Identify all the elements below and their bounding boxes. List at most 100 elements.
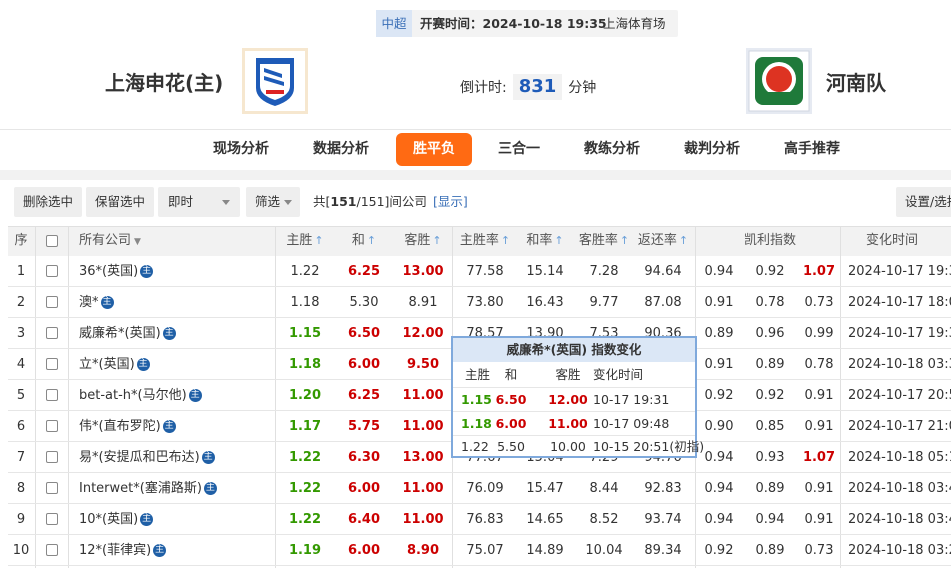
popup-odds: 1.18 bbox=[461, 415, 492, 431]
rate: 76.83 bbox=[466, 512, 504, 527]
popup-line bbox=[453, 411, 695, 412]
home-icon: 主 bbox=[136, 358, 150, 371]
column-header: 所有公司 ▼ bbox=[79, 233, 141, 248]
column-header: 客胜 ↑ bbox=[404, 233, 442, 248]
change-time: 2024-10-17 19:39 bbox=[848, 264, 951, 279]
sort-arrow: ↑ bbox=[500, 234, 511, 247]
home-icon: 主 bbox=[188, 389, 202, 402]
odds: 6.30 bbox=[347, 450, 381, 465]
kelly: 0.91 bbox=[804, 481, 834, 496]
odds: 11.00 bbox=[402, 481, 444, 496]
tab[interactable]: 胜平负 bbox=[396, 133, 472, 166]
sort-arrow: ↑ bbox=[554, 234, 564, 247]
column-header: 和 ↑ bbox=[351, 233, 377, 248]
odds: 1.15 bbox=[288, 326, 322, 341]
tab[interactable]: 数据分析 bbox=[313, 141, 369, 157]
popup-time: 10-17 19:31 bbox=[593, 392, 670, 407]
row-number: 6 bbox=[16, 419, 26, 434]
company: 36*(英国) 主 bbox=[79, 264, 154, 279]
league-badge: 中超 bbox=[376, 10, 412, 37]
row-line bbox=[8, 503, 951, 504]
row-checkbox[interactable] bbox=[46, 389, 58, 401]
row-checkbox[interactable] bbox=[46, 451, 58, 463]
show-link[interactable]: [显示] bbox=[432, 194, 468, 209]
kelly: 0.90 bbox=[704, 419, 734, 434]
home-icon: 主 bbox=[201, 451, 215, 464]
kelly: 0.92 bbox=[755, 264, 785, 279]
column-header: 主胜 ↑ bbox=[286, 233, 324, 248]
home-icon: 主 bbox=[162, 327, 176, 340]
popup-odds: 10.00 bbox=[550, 439, 586, 454]
tab[interactable]: 教练分析 bbox=[584, 141, 640, 157]
kelly: 0.91 bbox=[804, 419, 834, 434]
change-time: 2024-10-18 05:17 bbox=[848, 450, 951, 465]
row-line bbox=[8, 286, 951, 287]
company: 立*(英国) 主 bbox=[79, 357, 150, 372]
button[interactable]: 删除选中 bbox=[14, 187, 82, 217]
row-line bbox=[8, 565, 951, 566]
popup-odds: 11.00 bbox=[548, 415, 588, 431]
kelly: 0.73 bbox=[804, 295, 834, 310]
tab[interactable]: 三合一 bbox=[498, 141, 540, 157]
tab[interactable]: 高手推荐 bbox=[784, 141, 840, 157]
filter-arrow bbox=[284, 200, 292, 205]
row-checkbox[interactable] bbox=[46, 544, 58, 556]
countdown: 倒计时: 831 分钟 bbox=[460, 74, 596, 101]
kelly: 0.91 bbox=[704, 295, 734, 310]
row-checkbox[interactable] bbox=[46, 265, 58, 277]
tab[interactable]: 现场分析 bbox=[213, 141, 269, 157]
column-divider bbox=[35, 226, 36, 568]
odds: 9.50 bbox=[406, 357, 440, 372]
kelly: 0.94 bbox=[755, 512, 785, 527]
company: 威廉希*(英国) 主 bbox=[79, 326, 176, 341]
company: 10*(英国) 主 bbox=[79, 512, 154, 527]
row-checkbox[interactable] bbox=[46, 358, 58, 370]
row-checkbox[interactable] bbox=[46, 327, 58, 339]
change-time: 2024-10-18 03:36 bbox=[848, 357, 951, 372]
odds: 6.25 bbox=[347, 388, 381, 403]
change-time: 2024-10-17 18:04 bbox=[848, 295, 951, 310]
rate: 77.58 bbox=[466, 264, 504, 279]
odds: 6.40 bbox=[347, 512, 381, 527]
popup-column-header: 和 bbox=[504, 367, 518, 382]
count-prefix: 共[ bbox=[313, 194, 331, 209]
odds: 1.22 bbox=[288, 512, 322, 527]
row-checkbox[interactable] bbox=[46, 482, 58, 494]
header-checkbox[interactable] bbox=[46, 235, 58, 247]
kelly: 0.85 bbox=[755, 419, 785, 434]
rate: 92.83 bbox=[644, 481, 682, 496]
company: 12*(菲律宾) 主 bbox=[79, 543, 167, 558]
odds: 6.00 bbox=[347, 357, 381, 372]
rate: 14.65 bbox=[526, 512, 564, 527]
row-checkbox[interactable] bbox=[46, 296, 58, 308]
company: 易*(安提瓜和巴布达) 主 bbox=[79, 450, 215, 465]
change-time: 2024-10-18 03:42 bbox=[848, 512, 951, 527]
divider bbox=[0, 129, 951, 130]
home-team: 上海申花(主) bbox=[105, 71, 224, 95]
sort-arrow: ↑ bbox=[314, 234, 324, 247]
info-bar bbox=[376, 10, 678, 37]
odds: 1.20 bbox=[288, 388, 322, 403]
sort-arrow: ↑ bbox=[678, 234, 689, 247]
column-header: 凯利指数 bbox=[743, 233, 796, 248]
kelly: 0.94 bbox=[704, 450, 734, 465]
odds: 11.00 bbox=[402, 388, 444, 403]
settings[interactable]: 设置/选择 bbox=[896, 187, 951, 217]
countdown-value: 831 bbox=[512, 74, 563, 100]
change-time: 2024-10-17 21:08 bbox=[848, 419, 951, 434]
odds: 6.50 bbox=[347, 326, 381, 341]
tab[interactable]: 裁判分析 bbox=[684, 141, 740, 157]
kelly: 0.78 bbox=[755, 295, 785, 310]
row-checkbox[interactable] bbox=[46, 420, 58, 432]
row-number: 9 bbox=[16, 512, 26, 527]
home-icon: 主 bbox=[162, 420, 176, 433]
kelly: 0.91 bbox=[704, 357, 734, 372]
rate: 10.04 bbox=[585, 543, 623, 558]
row-checkbox[interactable] bbox=[46, 513, 58, 525]
countdown-label: 倒计时: bbox=[460, 80, 507, 96]
rate: 9.77 bbox=[589, 295, 619, 310]
odds-popup: 威廉希*(英国) 指数变化 主胜和 客胜 变化时间 1.15 6.50 12.00 10-17… bbox=[451, 336, 704, 458]
button[interactable]: 保留选中 bbox=[86, 187, 154, 217]
odds: 13.00 bbox=[402, 264, 444, 279]
select[interactable]: 即时 bbox=[158, 187, 240, 217]
